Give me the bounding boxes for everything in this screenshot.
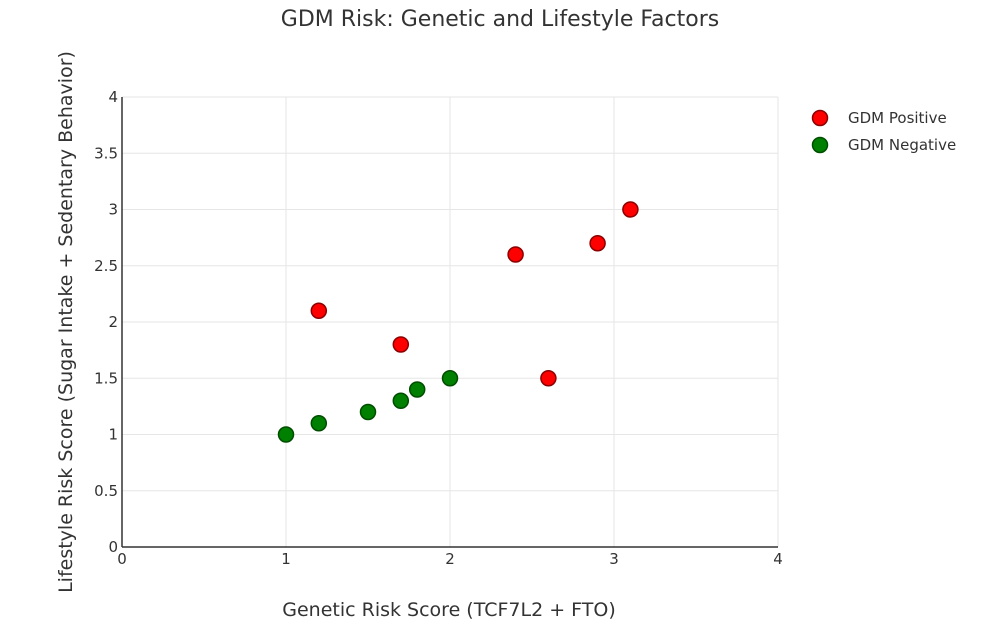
legend-gdm-positive-marker <box>811 109 829 127</box>
legend-gdm-negative-label: GDM Negative <box>848 136 956 154</box>
gdm-positive-point <box>310 302 328 319</box>
y-tick-label: 3.5 <box>94 144 118 162</box>
x-tick-label: 0 <box>117 550 127 568</box>
y-tick-label: 1.5 <box>94 369 118 387</box>
y-tick-label: 2 <box>108 313 118 331</box>
gdm-positive-point <box>392 336 410 353</box>
y-axis-title: Lifestyle Risk Score (Sugar Intake + Sed… <box>55 51 77 593</box>
y-tick-label: 0 <box>108 538 118 556</box>
x-tick-label: 4 <box>773 550 783 568</box>
axes <box>121 97 778 548</box>
gdm-positive-point <box>622 201 639 218</box>
x-tick-label: 3 <box>609 550 619 568</box>
x-axis-title: Genetic Risk Score (TCF7L2 + FTO) <box>282 599 615 621</box>
x-tick-label: 1 <box>281 550 291 568</box>
grid <box>122 96 779 547</box>
gdm-negative-point <box>359 403 377 421</box>
tick-labels: 0 1 2 3 4 0 0.5 1 1.5 2 2.5 3 3.5 4 <box>94 88 783 568</box>
gdm-negative-point <box>310 415 328 432</box>
gdm-positive-point <box>589 235 606 252</box>
y-tick-label: 2.5 <box>94 257 118 275</box>
gdm-negative-point <box>277 426 295 443</box>
y-tick-label: 0.5 <box>94 482 118 500</box>
legend-gdm-positive-label: GDM Positive <box>848 109 947 127</box>
gdm-negative-point <box>408 381 426 398</box>
legend: GDM Positive GDM Negative <box>811 109 956 154</box>
y-tick-label: 4 <box>108 88 118 106</box>
data-points <box>277 201 639 443</box>
gdm-positive-point <box>507 246 524 263</box>
gdm-positive-point <box>540 370 557 387</box>
y-tick-label: 3 <box>108 201 118 219</box>
gdm-negative-point <box>392 392 410 409</box>
gdm-negative-point <box>441 370 459 387</box>
legend-gdm-negative-marker <box>811 136 829 154</box>
x-tick-label: 2 <box>445 550 455 568</box>
chart-title: GDM Risk: Genetic and Lifestyle Factors <box>281 7 719 32</box>
y-tick-label: 1 <box>108 426 118 444</box>
